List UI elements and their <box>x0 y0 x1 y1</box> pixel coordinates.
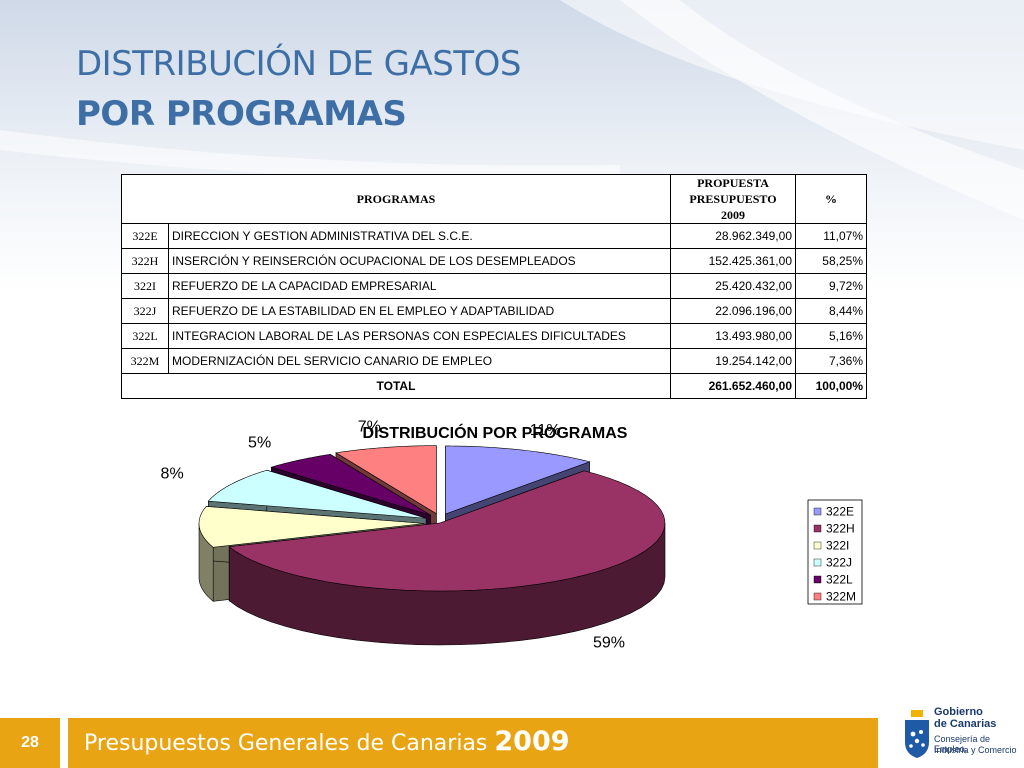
row-description: INSERCIÓN Y REINSERCIÓN OCUPACIONAL DE L… <box>168 248 671 274</box>
header-percent: % <box>795 174 867 224</box>
header-programas: PROGRAMAS <box>121 174 671 224</box>
row-description: INTEGRACION LABORAL DE LAS PERSONAS CON … <box>168 323 671 349</box>
legend-label-322I: 322I <box>826 539 849 553</box>
row-amount: 22.096.196,00 <box>670 298 796 324</box>
total-percent: 100,00% <box>795 373 867 399</box>
table-total-row: TOTAL 261.652.460,00 100,00% <box>121 373 867 399</box>
legend-swatch-322E <box>813 507 822 516</box>
budget-table: PROGRAMAS PROPUESTA PRESUPUESTO 2009 % 3… <box>121 174 867 399</box>
table-row: 322I REFUERZO DE LA CAPACIDAD EMPRESARIA… <box>121 273 867 299</box>
chart-legend: 322E 322H 322I 322J 322L 322M <box>807 499 863 605</box>
footer-title: Presupuestos Generales de Canarias <box>84 731 488 756</box>
data-label-322J: 8% <box>161 465 184 482</box>
footer-text: Presupuestos Generales de Canarias 2009 <box>84 726 570 757</box>
legend-label-322L: 322L <box>826 573 853 587</box>
row-code: 322M <box>121 348 169 374</box>
logo-text-consejeria: Consejería de Empleo, <box>934 734 991 754</box>
table-row: 322M MODERNIZACIÓN DEL SERVICIO CANARIO … <box>121 348 867 374</box>
data-label-322L: 5% <box>248 434 271 451</box>
row-percent: 5,16% <box>795 323 867 349</box>
pie-slice-322E <box>445 445 591 515</box>
pie-slice-322J <box>207 469 427 519</box>
row-percent: 9,72% <box>795 273 867 299</box>
table-row: 322H INSERCIÓN Y REINSERCIÓN OCUPACIONAL… <box>121 248 867 274</box>
legend-label-322J: 322J <box>826 556 852 570</box>
header-propuesta-line3: 2009 <box>721 208 745 222</box>
chart-title: DISTRIBUCIÓN POR PROGRAMAS <box>363 423 628 442</box>
pie-slice-322H <box>228 470 666 592</box>
row-percent: 58,25% <box>795 248 867 274</box>
pie-slice-322I <box>198 506 425 548</box>
table-header-row: PROGRAMAS PROPUESTA PRESUPUESTO 2009 % <box>121 174 867 224</box>
logo-text-gobierno: Gobierno <box>934 706 983 718</box>
footer-year: 2009 <box>494 726 570 757</box>
logo-text-industria: Industria y Comercio <box>934 745 1017 755</box>
row-amount: 19.254.142,00 <box>670 348 796 374</box>
data-label-322M: 7% <box>358 419 381 436</box>
row-percent: 7,36% <box>795 348 867 374</box>
data-label-322E: 11% <box>530 422 561 439</box>
row-amount: 25.420.432,00 <box>670 273 796 299</box>
header-propuesta-line1: PROPUESTA <box>697 176 769 190</box>
row-description: REFUERZO DE LA CAPACIDAD EMPRESARIAL <box>168 273 671 299</box>
legend-swatch-322I <box>813 541 822 550</box>
row-amount: 13.493.980,00 <box>670 323 796 349</box>
legend-swatch-322L <box>813 575 822 584</box>
legend-swatch-322H <box>813 524 822 533</box>
pie-chart: DISTRIBUCIÓN POR PROGRAMAS11%59%10%8%5%7… <box>161 419 863 652</box>
gobierno-logo: Gobierno de Canarias Consejería de Emple… <box>900 706 1024 768</box>
pie-slice-322M <box>335 445 437 515</box>
table-row: 322L INTEGRACION LABORAL DE LAS PERSONAS… <box>121 323 867 349</box>
row-code: 322H <box>121 248 169 274</box>
header-propuesta: PROPUESTA PRESUPUESTO 2009 <box>670 174 796 224</box>
footer-band <box>68 718 878 768</box>
row-percent: 8,44% <box>795 298 867 324</box>
header-propuesta-line2: PRESUPUESTO <box>689 192 777 206</box>
legend-label-322H: 322H <box>826 522 855 536</box>
row-percent: 11,07% <box>795 223 867 249</box>
row-description: MODERNIZACIÓN DEL SERVICIO CANARIO DE EM… <box>168 348 671 374</box>
data-label-322H: 59% <box>593 635 625 652</box>
legend-swatch-322M <box>813 592 822 601</box>
page-number: 28 <box>0 718 60 768</box>
coat-of-arms-icon <box>905 710 929 758</box>
legend-label-322M: 322M <box>826 590 856 604</box>
legend-swatch-322J <box>813 558 822 567</box>
legend-box <box>807 499 863 605</box>
row-code: 322I <box>121 273 169 299</box>
table-row: 322J REFUERZO DE LA ESTABILIDAD EN EL EM… <box>121 298 867 324</box>
row-code: 322E <box>121 223 169 249</box>
total-label: TOTAL <box>121 373 671 399</box>
slide-title-line1: DISTRIBUCIÓN DE GASTOS <box>76 44 521 84</box>
row-amount: 152.425.361,00 <box>670 248 796 274</box>
pie-slice-322L <box>270 454 431 516</box>
slide-title-line2: POR PROGRAMAS <box>76 94 407 134</box>
row-amount: 28.962.349,00 <box>670 223 796 249</box>
legend-label-322E: 322E <box>826 505 854 519</box>
row-description: DIRECCION Y GESTION ADMINISTRATIVA DEL S… <box>168 223 671 249</box>
logo-text-canarias: de Canarias <box>934 718 997 730</box>
row-description: REFUERZO DE LA ESTABILIDAD EN EL EMPLEO … <box>168 298 671 324</box>
table-row: 322E DIRECCION Y GESTION ADMINISTRATIVA … <box>121 223 867 249</box>
row-code: 322J <box>121 298 169 324</box>
row-code: 322L <box>121 323 169 349</box>
total-amount: 261.652.460,00 <box>670 373 796 399</box>
